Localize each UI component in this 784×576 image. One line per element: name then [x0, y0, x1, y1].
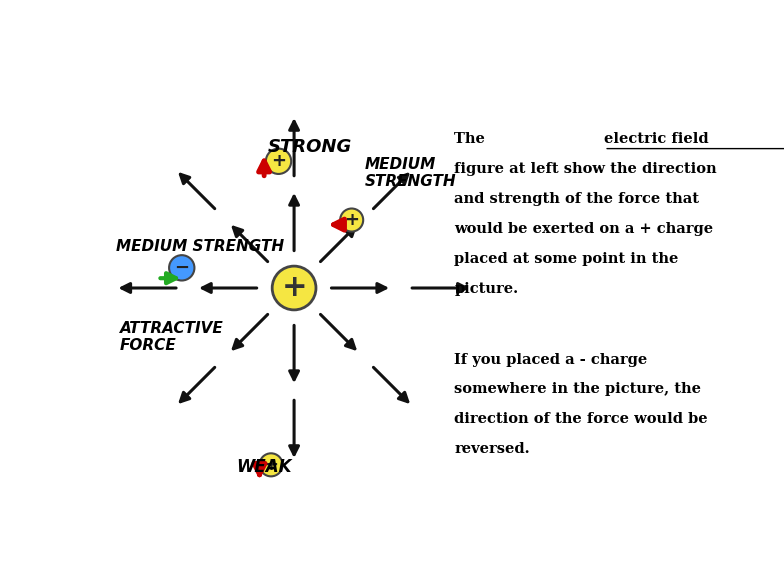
Text: STRONG: STRONG	[268, 138, 353, 156]
Text: would be exerted on a + charge: would be exerted on a + charge	[454, 222, 713, 236]
Text: MEDIUM STRENGTH: MEDIUM STRENGTH	[115, 239, 284, 254]
Text: figure at left show the direction: figure at left show the direction	[454, 162, 717, 176]
Text: If you placed a - charge: If you placed a - charge	[454, 353, 648, 366]
Text: WEAK: WEAK	[237, 457, 292, 476]
Circle shape	[266, 149, 291, 174]
Text: ATTRACTIVE
FORCE: ATTRACTIVE FORCE	[120, 321, 224, 353]
Text: −: −	[174, 259, 189, 277]
Text: +: +	[281, 274, 307, 302]
Text: placed at some point in the: placed at some point in the	[454, 252, 679, 266]
Text: direction of the force would be: direction of the force would be	[454, 412, 708, 426]
Circle shape	[272, 266, 316, 310]
Text: MEDIUM
STRENGTH: MEDIUM STRENGTH	[365, 157, 456, 189]
Text: picture.: picture.	[454, 282, 518, 296]
Circle shape	[169, 255, 194, 281]
Text: electric field: electric field	[604, 132, 709, 146]
Circle shape	[260, 453, 282, 476]
Text: somewhere in the picture, the: somewhere in the picture, the	[454, 382, 701, 396]
Text: The: The	[454, 132, 490, 146]
Text: +: +	[263, 456, 278, 474]
Circle shape	[340, 209, 363, 232]
Text: +: +	[344, 211, 359, 229]
Text: +: +	[271, 152, 286, 170]
Text: reversed.: reversed.	[454, 442, 530, 456]
Text: and strength of the force that: and strength of the force that	[454, 192, 699, 206]
